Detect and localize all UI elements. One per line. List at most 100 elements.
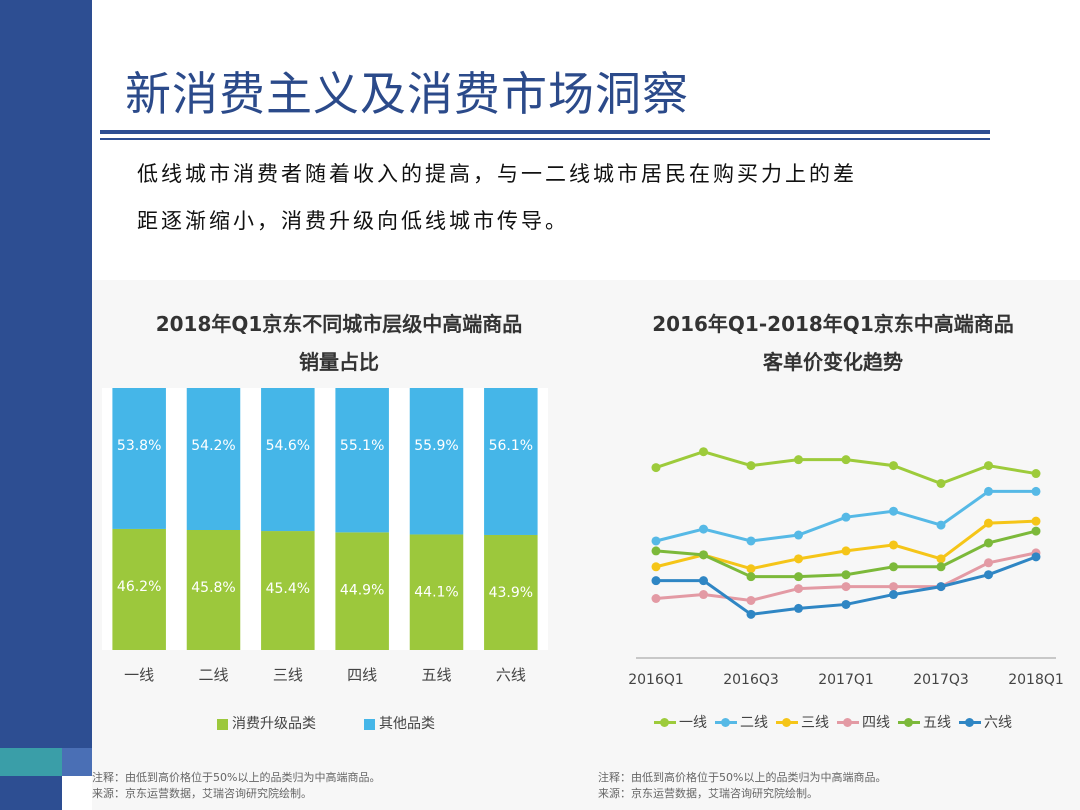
line-point-4-1: [651, 594, 661, 603]
line-point-5-4: [794, 572, 803, 582]
bar-segment-upgrade-6: [484, 534, 538, 650]
bar-chart-title-line-2: 销量占比: [299, 350, 379, 374]
line-legend-label-5: 五线: [923, 715, 951, 731]
line-point-6-7: [936, 582, 946, 592]
line-point-1-5: [841, 455, 851, 465]
bar-data-label-upgrade-1: 46.2%: [117, 579, 161, 595]
bar-chart-title-line-1: 2018年Q1京东不同城市层级中高端商品: [155, 312, 523, 336]
line-point-2-6: [889, 506, 898, 516]
bar-category-label-3: 三线: [273, 666, 303, 684]
line-point-6-4: [794, 603, 803, 613]
page-title: 新消费主义及消费市场洞察: [125, 67, 689, 121]
line-point-3-6: [889, 540, 898, 550]
line-x-tick-2017Q3: 2017Q3: [913, 672, 969, 688]
line-point-6-5: [841, 599, 851, 609]
line-legend-item-6: 六线: [959, 712, 1012, 732]
line-point-4-2: [699, 590, 708, 600]
bar-data-label-other-2: 54.2%: [191, 438, 235, 454]
line-chart-title-line-1: 2016年Q1-2018年Q1京东中高端商品: [652, 312, 1014, 336]
bar-segment-upgrade-2: [186, 530, 241, 650]
line-legend-swatch-4: [837, 717, 859, 727]
body-text-line-1: 低线城市消费者随着收入的提高，与一二线城市居民在购买力上的差: [137, 162, 857, 186]
bar-segment-upgrade-1: [112, 528, 166, 650]
line-legend-item-3: 三线: [776, 712, 829, 732]
line-point-1-3: [746, 461, 756, 471]
bar-chart-source: 来源：京东运营数据，艾瑞咨询研究院绘制。: [92, 787, 312, 800]
bar-data-label-other-4: 55.1%: [340, 438, 384, 454]
line-legend-item-1: 一线: [654, 712, 707, 732]
line-chart-panel: 2016年Q1-2018年Q1京东中高端商品 客单价变化趋势 2016Q1 201…: [586, 280, 1080, 810]
line-point-2-5: [841, 512, 851, 522]
line-point-1-9: [1031, 469, 1041, 479]
bar-segment-other-4: [335, 388, 389, 533]
line-x-tick-2016Q1: 2016Q1: [628, 672, 684, 688]
line-point-1-8: [984, 461, 993, 471]
bar-chart-plot: 46.2% 53.8% 一线 45.8% 54.2% 二线 45.4% 54.6% 三线 44.9…: [102, 388, 548, 684]
line-point-1-7: [936, 478, 946, 488]
line-legend-marker-1: [660, 717, 669, 727]
line-point-6-3: [746, 609, 756, 619]
bar-data-label-other-3: 54.6%: [266, 438, 310, 454]
bar-data-label-other-6: 56.1%: [489, 438, 533, 454]
line-series-3: [655, 519, 1037, 571]
line-legend-marker-2: [721, 717, 730, 727]
line-point-5-3: [746, 572, 756, 582]
line-chart-title-line-2: 客单价变化趋势: [763, 350, 903, 374]
corner-decoration-blue: [62, 748, 92, 776]
line-point-6-8: [984, 570, 993, 580]
bar-legend-label-upgrade: 消费升级品类: [232, 716, 316, 732]
bar-segment-other-5: [409, 388, 464, 535]
line-legend-item-2: 二线: [715, 712, 768, 732]
bar-data-label-upgrade-5: 44.1%: [414, 584, 458, 600]
line-point-3-3: [746, 564, 756, 574]
line-legend-swatch-2: [715, 717, 737, 727]
line-point-4-3: [746, 595, 756, 605]
line-legend-swatch-3: [776, 717, 798, 727]
line-point-2-3: [746, 536, 756, 546]
body-text-line-2: 距逐渐缩小，消费升级向低线城市传导。: [137, 209, 569, 233]
bar-segment-other-6: [484, 388, 538, 535]
line-point-2-7: [936, 520, 946, 530]
stacked-bar-chart-panel: 2018年Q1京东不同城市层级中高端商品 销量占比 46.2% 53.8% 一线 45…: [92, 280, 586, 810]
line-point-5-8: [984, 538, 993, 548]
bar-category-label-6: 六线: [496, 666, 526, 684]
line-point-5-9: [1031, 526, 1041, 536]
line-point-3-1: [651, 562, 661, 572]
line-point-5-1: [651, 546, 661, 556]
bar-segment-other-1: [112, 388, 166, 529]
bar-category-label-1: 一线: [124, 666, 154, 684]
line-point-6-1: [651, 576, 661, 586]
bar-segment-upgrade-3: [261, 531, 315, 650]
line-legend-label-1: 一线: [679, 715, 707, 731]
title-rule-thick: [100, 130, 990, 134]
line-legend-label-3: 三线: [801, 715, 829, 731]
line-legend-marker-3: [782, 717, 791, 727]
line-point-2-2: [699, 524, 708, 534]
line-point-3-7: [936, 554, 946, 564]
line-point-4-6: [889, 582, 898, 592]
line-legend-marker-5: [904, 717, 913, 727]
bar-data-label-upgrade-4: 44.9%: [340, 582, 384, 598]
bar-data-label-other-1: 53.8%: [117, 438, 161, 454]
bar-legend-other: 其他品类: [364, 713, 435, 733]
line-point-1-4: [794, 455, 803, 465]
line-point-5-7: [936, 562, 946, 572]
bar-data-label-upgrade-3: 45.4%: [266, 581, 310, 597]
sidebar-decoration: [0, 0, 92, 810]
bar-data-label-upgrade-6: 43.9%: [489, 585, 533, 601]
bar-segment-other-3: [261, 388, 315, 532]
bar-legend-swatch-other: [364, 718, 375, 730]
line-point-2-1: [651, 536, 661, 546]
line-point-1-6: [889, 461, 898, 471]
bar-data-label-upgrade-2: 45.8%: [191, 580, 235, 596]
line-legend-item-5: 五线: [898, 712, 951, 732]
bar-category-label-5: 五线: [421, 666, 451, 684]
title-rule-thin: [100, 138, 990, 140]
bar-legend-label-other: 其他品类: [379, 716, 435, 732]
line-point-2-9: [1031, 486, 1041, 496]
line-point-4-4: [794, 584, 803, 594]
bar-segment-upgrade-5: [409, 534, 464, 650]
line-point-3-4: [794, 554, 803, 564]
corner-decoration-white: [62, 776, 92, 810]
line-point-6-9: [1031, 552, 1041, 562]
